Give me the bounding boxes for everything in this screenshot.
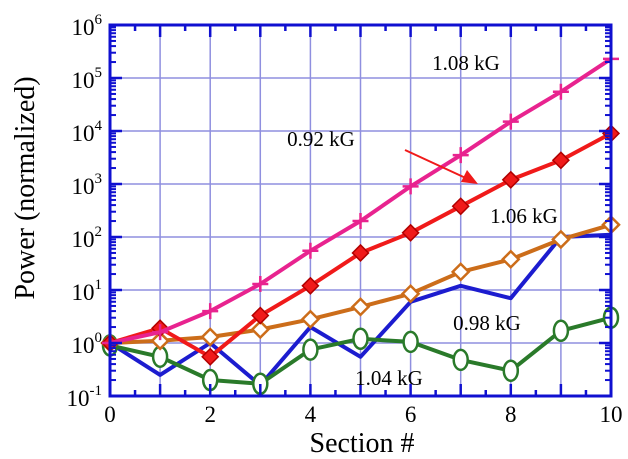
data-point — [302, 338, 319, 361]
y-tick-label: 101 — [72, 277, 103, 305]
data-point — [250, 319, 271, 340]
axis-ticks — [108, 23, 613, 398]
y-tick-label: 105 — [72, 65, 103, 93]
data-point — [450, 262, 471, 282]
data-point — [501, 170, 520, 189]
series-group — [100, 50, 621, 396]
data-point — [300, 309, 321, 330]
data-point — [402, 330, 419, 354]
data-point — [202, 303, 219, 320]
data-point — [350, 297, 371, 317]
data-point — [302, 242, 319, 259]
series-label-1.04: 1.04 kG — [355, 366, 423, 390]
x-tick-label: 6 — [405, 402, 417, 427]
x-tick-label: 4 — [305, 402, 317, 427]
data-point — [551, 229, 571, 250]
data-point — [351, 243, 370, 263]
arrow-head — [461, 170, 478, 184]
x-tick-label: 8 — [505, 402, 517, 427]
annotation-arrow — [404, 149, 478, 184]
series-label-1.08: 1.08 kG — [432, 51, 500, 75]
data-point — [301, 276, 320, 295]
data-point — [352, 213, 369, 230]
series-label-0.98: 0.98 kG — [453, 311, 521, 335]
series-line — [108, 232, 612, 388]
y-tick-label: 104 — [72, 118, 103, 146]
x-tick-label: 10 — [600, 402, 623, 427]
y-tick-label: 100 — [72, 330, 103, 358]
data-point — [150, 331, 170, 351]
data-point — [401, 223, 420, 242]
data-point — [400, 283, 421, 304]
data-point — [251, 306, 270, 325]
arrow-shaft — [404, 149, 471, 181]
y-tick-label: 103 — [72, 171, 103, 199]
data-point — [501, 249, 521, 270]
series-label-1.06: 1.06 kG — [490, 204, 558, 228]
y-tick-label: 10-1 — [67, 383, 103, 411]
data-point — [452, 147, 469, 164]
data-point — [551, 151, 570, 170]
data-point — [502, 113, 519, 130]
data-point — [402, 178, 419, 195]
data-point — [152, 324, 169, 341]
grid — [110, 25, 611, 396]
x-tick-label: 2 — [204, 402, 216, 427]
data-point — [200, 327, 220, 347]
data-point — [502, 359, 520, 382]
y-axis-title: Power (normalized) — [10, 76, 41, 299]
y-tick-label: 102 — [72, 224, 103, 252]
data-point — [552, 83, 569, 100]
tick-labels: 0 2 4 6 8 10 10-1 100 101 102 103 104 105 106 — [67, 12, 623, 427]
data-point — [352, 327, 369, 351]
data-point — [201, 347, 220, 366]
series-label-0.92: 0.92 kG — [287, 127, 355, 151]
data-point — [552, 319, 570, 343]
x-tick-label: 0 — [104, 402, 116, 427]
x-axis-title: Section # — [310, 428, 415, 459]
data-point — [451, 197, 470, 216]
y-tick-label: 106 — [72, 12, 103, 40]
data-point — [252, 275, 269, 292]
data-point — [452, 348, 469, 372]
